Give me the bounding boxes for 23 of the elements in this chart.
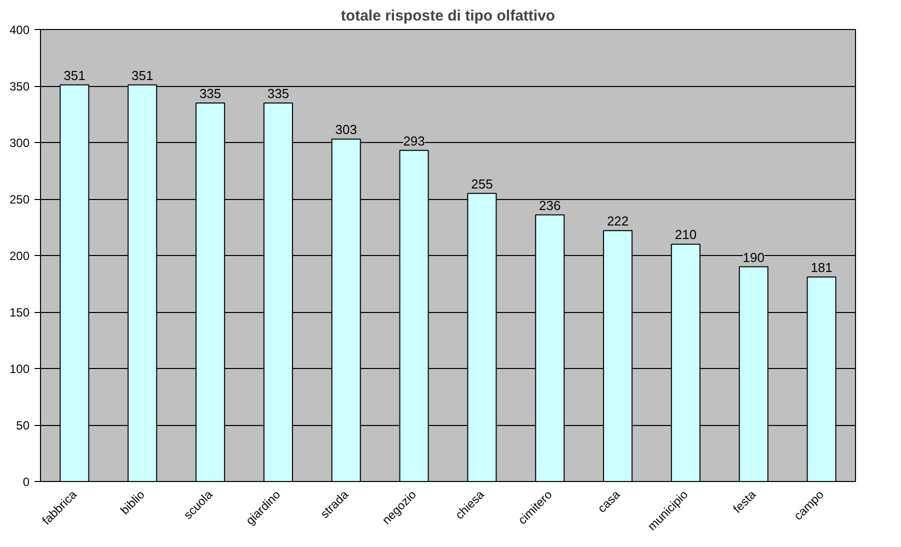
data-label: 335	[267, 86, 290, 101]
y-tick-label: 200	[9, 249, 30, 263]
y-tick-label: 400	[9, 23, 30, 37]
data-label: 303	[335, 122, 357, 138]
data-label: 190	[742, 250, 764, 265]
y-tick-label: 50	[16, 418, 30, 432]
data-label: 351	[64, 68, 86, 83]
chart-title: totale risposte di tipo olfattivo	[340, 8, 556, 24]
data-label: 181	[810, 260, 832, 275]
data-label: 293	[403, 133, 425, 148]
data-label: 222	[606, 214, 629, 229]
y-tick-label: 350	[9, 80, 30, 94]
y-tick-label: 0	[22, 475, 30, 489]
data-label: 236	[539, 198, 561, 213]
y-tick-label: 300	[9, 136, 30, 150]
y-tick-label: 250	[9, 192, 30, 206]
y-tick-label: 100	[9, 362, 30, 376]
x-tick-label: casa	[594, 487, 623, 516]
data-label: 255	[471, 176, 493, 192]
y-tick-label: 150	[9, 306, 30, 320]
data-label: 210	[674, 227, 697, 242]
data-label: 351	[132, 68, 154, 83]
data-label: 335	[199, 86, 222, 101]
